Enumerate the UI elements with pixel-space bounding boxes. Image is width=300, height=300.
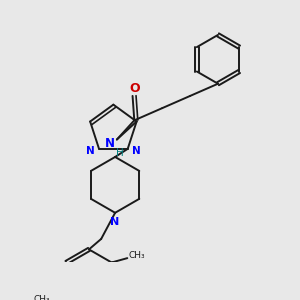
Text: N: N bbox=[105, 136, 115, 149]
Text: N: N bbox=[86, 146, 95, 156]
Text: O: O bbox=[129, 82, 140, 94]
Text: N: N bbox=[132, 146, 141, 156]
Text: H: H bbox=[116, 148, 124, 158]
Text: CH₃: CH₃ bbox=[34, 296, 50, 300]
Text: CH₃: CH₃ bbox=[129, 251, 145, 260]
Text: N: N bbox=[110, 217, 120, 226]
